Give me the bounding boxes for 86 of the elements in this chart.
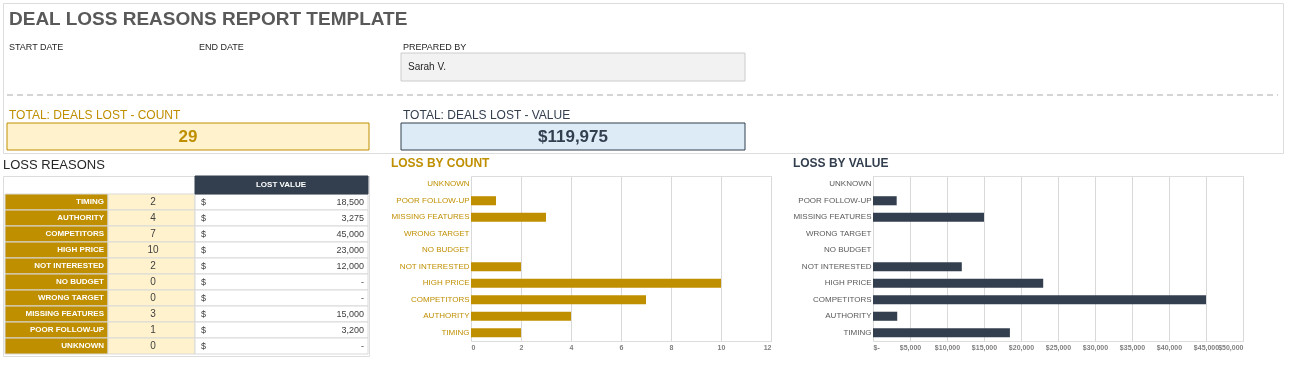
y-tick-label: POOR FOLLOW-UP: [396, 195, 470, 205]
data-label: 12,000: [336, 261, 364, 271]
category-label: UNKNOWN: [61, 341, 105, 350]
text: $: [201, 213, 207, 223]
text: END DATE: [199, 42, 244, 52]
text: $: [201, 293, 207, 303]
data-label: 3,275: [341, 213, 364, 223]
data-label: 2: [150, 260, 157, 271]
text: PREPARED BY: [403, 42, 467, 52]
category-label: HIGH PRICE: [57, 245, 105, 254]
data-label: 23,000: [336, 245, 364, 255]
y-tick-label: MISSING FEATURES: [391, 212, 470, 222]
bar: [873, 278, 1044, 288]
y-tick-label: NO BUDGET: [421, 245, 470, 255]
text: $: [201, 325, 207, 335]
data-label: 2: [150, 196, 157, 207]
data-label: 1: [150, 324, 157, 335]
data-label: -: [361, 293, 364, 303]
text: $: [201, 341, 207, 351]
chart-title: LOSS BY VALUE: [792, 156, 889, 170]
series-label: LOST VALUE: [255, 180, 307, 189]
data-label: 3,200: [341, 325, 364, 335]
text: $: [201, 197, 207, 207]
bar: [471, 262, 521, 272]
y-tick-label: COMPETITORS: [812, 294, 872, 304]
text: Sarah V.: [408, 61, 446, 72]
text: $: [201, 277, 207, 287]
bar: [471, 295, 646, 305]
data-label: 45,000: [336, 229, 364, 239]
data-label: 0: [150, 276, 157, 287]
bar: [471, 212, 546, 222]
text: $: [201, 309, 207, 319]
category-label: MISSING FEATURES: [25, 309, 105, 318]
data-label: -: [361, 341, 364, 351]
bar: [873, 328, 1010, 338]
y-tick-label: HIGH PRICE: [422, 278, 470, 288]
category-label: NOT INTERESTED: [34, 261, 105, 270]
bar: [873, 311, 898, 321]
category-label: NO BUDGET: [56, 277, 105, 286]
text: 29: [178, 127, 198, 146]
data-label: 0: [150, 292, 157, 303]
category-label: TIMING: [76, 197, 104, 206]
bar: [471, 278, 721, 288]
data-label: 15,000: [336, 309, 364, 319]
category-label: COMPETITORS: [45, 229, 105, 238]
bar: [873, 262, 962, 272]
category-label: WRONG TARGET: [37, 293, 105, 302]
category-label: AUTHORITY: [57, 213, 105, 222]
text: $: [201, 245, 207, 255]
bar: [873, 295, 1206, 305]
category-label: POOR FOLLOW-UP: [29, 325, 105, 334]
text: TOTAL: DEALS LOST - VALUE: [403, 108, 571, 122]
y-tick-label: WRONG TARGET: [404, 228, 470, 238]
y-tick-label: AUTHORITY: [825, 311, 873, 321]
y-tick-label: AUTHORITY: [423, 311, 471, 321]
chart-title: LOSS BY COUNT: [390, 156, 491, 170]
y-tick-label: TIMING: [843, 327, 872, 337]
text: $119,975: [538, 127, 608, 146]
y-tick-label: UNKNOWN: [427, 179, 470, 189]
data-label: 18,500: [336, 197, 364, 207]
bar: [471, 328, 521, 338]
text: DEAL LOSS REASONS REPORT TEMPLATE: [9, 8, 408, 29]
data-label: 10: [147, 244, 159, 255]
y-tick-label: NOT INTERESTED: [399, 261, 470, 271]
data-label: 4: [150, 212, 157, 223]
bar: [873, 196, 897, 206]
bar: [873, 212, 984, 222]
y-tick-label: NO BUDGET: [823, 245, 872, 255]
y-tick-label: WRONG TARGET: [806, 228, 872, 238]
bar: [471, 196, 496, 206]
y-tick-label: UNKNOWN: [829, 179, 872, 189]
y-tick-label: MISSING FEATURES: [793, 212, 872, 222]
bar: [471, 311, 571, 321]
y-tick-label: HIGH PRICE: [824, 278, 872, 288]
y-tick-label: NOT INTERESTED: [801, 261, 872, 271]
y-tick-label: COMPETITORS: [410, 294, 470, 304]
text: LOSS REASONS: [3, 156, 106, 172]
text: $: [201, 229, 207, 239]
text: $: [201, 261, 207, 271]
data-label: -: [361, 277, 364, 287]
text: TOTAL: DEALS LOST - COUNT: [9, 108, 182, 122]
y-tick-label: TIMING: [441, 327, 470, 337]
data-label: 3: [150, 308, 157, 319]
text: START DATE: [9, 42, 64, 52]
data-label: 7: [150, 228, 157, 239]
y-tick-label: POOR FOLLOW-UP: [798, 195, 872, 205]
